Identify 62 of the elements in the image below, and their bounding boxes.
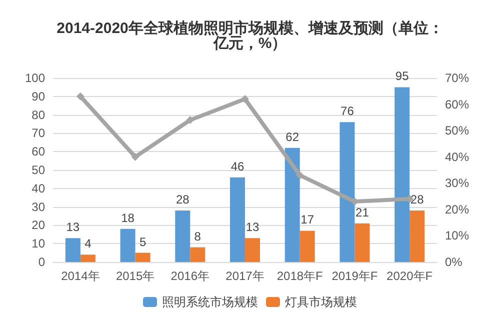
y2-tick-label: 10% bbox=[445, 228, 470, 243]
y-tick-label: 20 bbox=[32, 218, 46, 232]
y-tick-label: 100 bbox=[24, 71, 46, 85]
x-tick-label: 2014年 bbox=[61, 269, 100, 283]
data-label: 28 bbox=[176, 192, 190, 206]
data-label: 21 bbox=[356, 205, 370, 220]
x-tick-label: 2019年F bbox=[332, 269, 378, 283]
point bbox=[296, 171, 304, 180]
y2-tick-label: 20% bbox=[445, 202, 470, 216]
bar bbox=[190, 247, 206, 262]
x-tick-label: 2018年F bbox=[276, 269, 323, 283]
bar bbox=[175, 210, 190, 262]
point bbox=[76, 92, 84, 100]
bar bbox=[340, 122, 355, 262]
data-label: 62 bbox=[286, 130, 300, 144]
point bbox=[186, 116, 194, 124]
data-label: 4 bbox=[84, 236, 92, 251]
bar bbox=[284, 148, 300, 262]
data-label: 76 bbox=[340, 104, 354, 118]
y-tick-label: 40 bbox=[32, 181, 46, 196]
y2-tick-label: 0% bbox=[445, 255, 463, 269]
legend-label: 灯具市场规模 bbox=[285, 295, 357, 309]
data-label: 95 bbox=[395, 69, 410, 84]
data-label: 17 bbox=[300, 212, 314, 227]
data-label: 13 bbox=[246, 220, 260, 234]
bar bbox=[300, 230, 315, 262]
y2-tick-label: 60% bbox=[445, 97, 470, 112]
bar bbox=[245, 238, 260, 262]
y-tick-label: 50 bbox=[32, 163, 46, 177]
y2-tick-label: 30% bbox=[445, 176, 470, 190]
bar bbox=[135, 252, 150, 262]
y-tick-label: 70 bbox=[32, 126, 46, 140]
bar bbox=[410, 210, 425, 262]
bar bbox=[394, 87, 410, 262]
data-label: 13 bbox=[66, 220, 80, 234]
bar bbox=[230, 177, 245, 262]
data-label: 18 bbox=[121, 210, 135, 225]
data-label: 46 bbox=[230, 159, 244, 174]
x-tick-label: 2015年 bbox=[116, 269, 155, 283]
bar bbox=[354, 223, 370, 262]
chart-title: 2014-2020年全球植物照明市场规模、增速及预测（单位：亿元，%） bbox=[56, 19, 444, 52]
y-tick-label: 30 bbox=[32, 200, 46, 214]
bar bbox=[120, 228, 136, 262]
point bbox=[131, 152, 140, 161]
y-tick-label: 0 bbox=[38, 255, 46, 269]
x-tick-label: 2017年 bbox=[226, 269, 264, 283]
y-tick-label: 60 bbox=[32, 144, 46, 159]
x-tick-label: 2016年 bbox=[170, 269, 210, 283]
data-label: 28 bbox=[410, 192, 424, 206]
x-tick-label: 2020年F bbox=[386, 269, 433, 283]
legend-label: 照明系统市场规模 bbox=[162, 295, 258, 309]
y2-tick-label: 70% bbox=[445, 71, 470, 85]
y-tick-label: 90 bbox=[32, 89, 46, 104]
bar bbox=[65, 238, 80, 262]
data-label: 5 bbox=[139, 234, 146, 249]
y-tick-label: 80 bbox=[32, 108, 46, 122]
bar bbox=[80, 254, 96, 262]
y2-tick-label: 40% bbox=[445, 150, 470, 164]
y2-tick-label: 50% bbox=[445, 124, 470, 138]
point bbox=[241, 95, 249, 104]
y-tick-label: 10 bbox=[32, 236, 46, 251]
data-label: 8 bbox=[194, 229, 202, 244]
